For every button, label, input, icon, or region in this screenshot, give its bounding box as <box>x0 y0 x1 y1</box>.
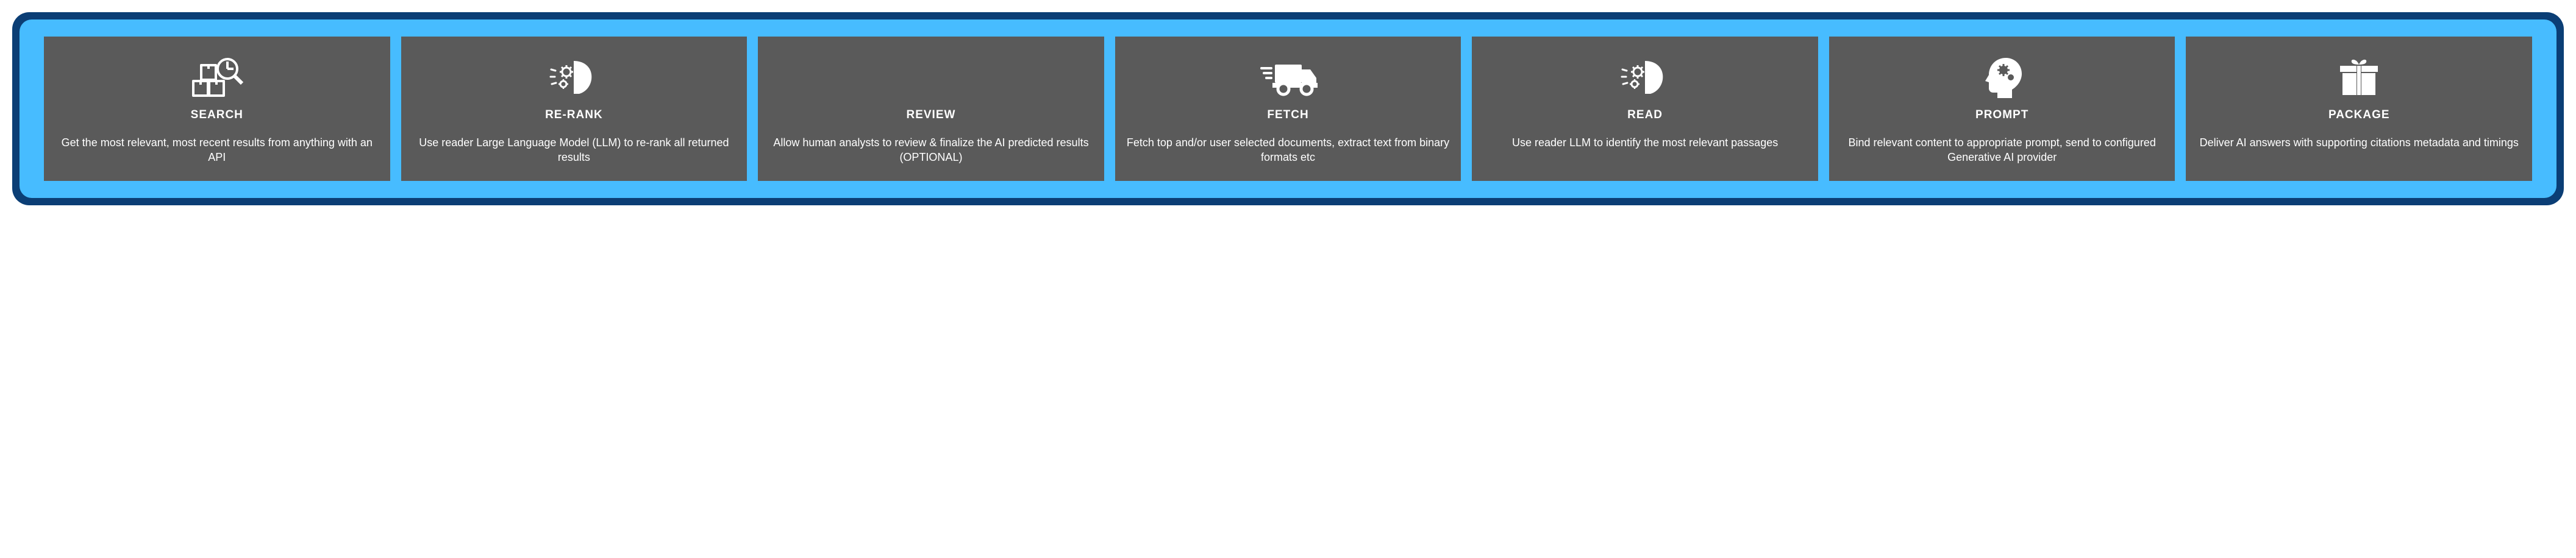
card-review: REVIEW Allow human analysts to review & … <box>758 37 1104 181</box>
card-title: RE-RANK <box>545 108 603 122</box>
card-prompt: PROMPT Bind relevant content to appropri… <box>1829 37 2175 181</box>
card-desc: Use reader LLM to identify the most rele… <box>1512 135 1778 150</box>
card-search: SEARCH Get the most relevant, most recen… <box>44 37 390 181</box>
brain-gears-icon <box>1619 50 1671 105</box>
card-title: FETCH <box>1267 108 1308 122</box>
boxes-search-icon <box>190 50 244 105</box>
card-desc: Allow human analysts to review & finaliz… <box>766 135 1096 165</box>
card-package: PACKAGE Deliver AI answers with supporti… <box>2186 37 2532 181</box>
gift-icon <box>2336 50 2382 105</box>
pipeline-inner-row: SEARCH Get the most relevant, most recen… <box>20 19 2556 198</box>
brain-gears-icon <box>548 50 600 105</box>
card-fetch: FETCH Fetch top and/or user selected doc… <box>1115 37 1461 181</box>
card-desc: Use reader Large Language Model (LLM) to… <box>410 135 739 165</box>
card-title: SEARCH <box>191 108 243 122</box>
head-gears-icon <box>1978 50 2027 105</box>
card-desc: Bind relevant content to appropriate pro… <box>1838 135 2167 165</box>
card-rerank: RE-RANK Use reader Large Language Model … <box>401 37 747 181</box>
card-desc: Get the most relevant, most recent resul… <box>52 135 382 165</box>
card-title: PACKAGE <box>2328 108 2390 122</box>
card-read: READ Use reader LLM to identify the most… <box>1472 37 1818 181</box>
card-title: READ <box>1627 108 1663 122</box>
card-desc: Deliver AI answers with supporting citat… <box>2200 135 2519 150</box>
pipeline-outer-frame: SEARCH Get the most relevant, most recen… <box>12 12 2564 205</box>
truck-icon <box>1258 50 1319 105</box>
card-desc: Fetch top and/or user selected documents… <box>1124 135 1453 165</box>
card-title: REVIEW <box>906 108 955 122</box>
card-title: PROMPT <box>1975 108 2028 122</box>
